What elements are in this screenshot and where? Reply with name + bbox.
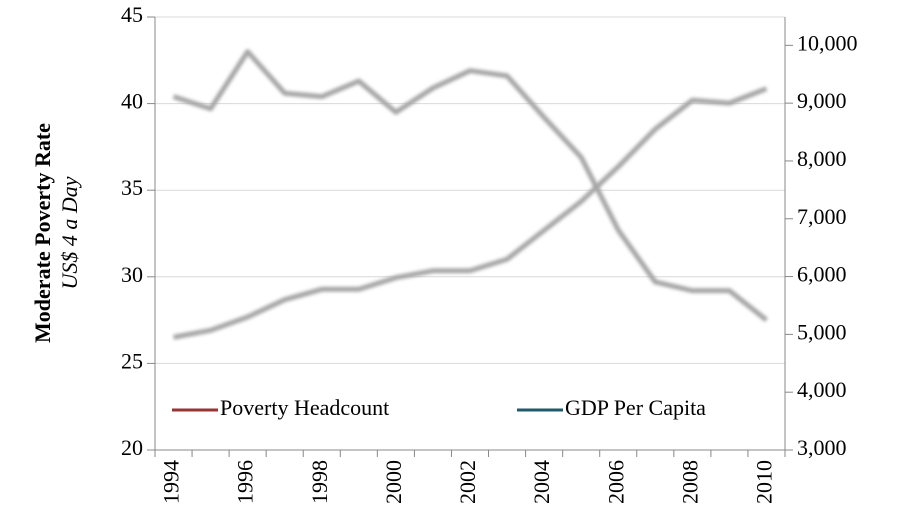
x-tick-label: 1998: [307, 460, 332, 504]
x-tick-label: 1996: [233, 460, 258, 504]
series-line: [173, 86, 768, 340]
x-tick-label: 1994: [159, 460, 184, 504]
x-tick-label: 2010: [752, 460, 777, 504]
y-tick-label: 25: [121, 348, 143, 373]
y-axis-sublabel: US$ 4 a Day: [57, 176, 82, 289]
x-tick-label: 2000: [381, 460, 406, 504]
y2-tick-label: 6,000: [797, 262, 847, 287]
series-line: [172, 49, 769, 323]
y2-tick-label: 3,000: [797, 435, 847, 460]
x-tick-label: 2008: [677, 460, 702, 504]
y-tick-label: 20: [121, 435, 143, 460]
y2-tick-label: 8,000: [797, 146, 847, 171]
y2-tick-label: 9,000: [797, 88, 847, 113]
y-tick-label: 40: [121, 89, 143, 114]
x-tick-label: 2006: [603, 460, 628, 504]
y2-tick-label: 5,000: [797, 319, 847, 344]
y2-tick-label: 4,000: [797, 377, 847, 402]
legend-label: GDP Per Capita: [565, 395, 706, 420]
y-axis-label: Moderate Poverty Rate: [30, 123, 55, 343]
y2-tick-label: 10,000: [797, 30, 858, 55]
y2-tick-label: 7,000: [797, 204, 847, 229]
y-tick-label: 30: [121, 262, 143, 287]
x-tick-label: 2002: [455, 460, 480, 504]
legend-label: Poverty Headcount: [220, 395, 389, 420]
y-tick-label: 35: [121, 175, 143, 200]
x-tick-label: 2004: [529, 460, 554, 504]
y-tick-label: 45: [121, 2, 143, 27]
